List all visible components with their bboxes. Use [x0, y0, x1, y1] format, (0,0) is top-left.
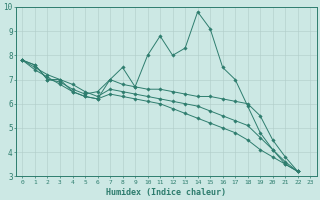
- X-axis label: Humidex (Indice chaleur): Humidex (Indice chaleur): [106, 188, 226, 197]
